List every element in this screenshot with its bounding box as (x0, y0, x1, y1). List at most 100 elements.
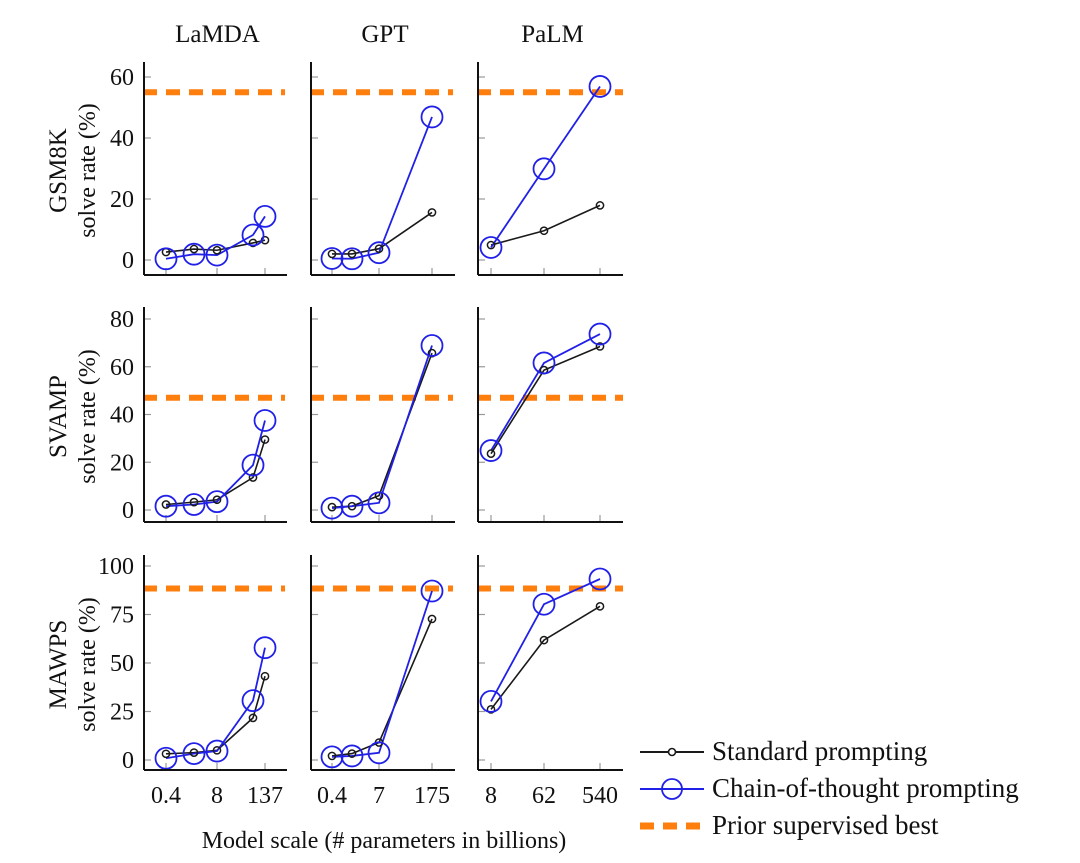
standard-series-line (331, 352, 433, 508)
cot-series-line (331, 116, 433, 260)
row-label-gsm8k: GSM8K (45, 128, 72, 213)
cot-point (588, 322, 612, 346)
y-tick-label: 20 (110, 187, 134, 213)
standard-point (327, 751, 337, 761)
standard-point (212, 495, 222, 505)
cot-point (340, 494, 364, 518)
x-tick-label: 7 (373, 783, 385, 809)
cot-line-marker-icon (640, 777, 704, 800)
cot-point (253, 409, 277, 432)
cot-point (205, 243, 229, 267)
y-tick-label: 60 (110, 355, 134, 381)
standard-point (595, 201, 605, 210)
cot-point (182, 742, 206, 765)
y-tick-label: 0 (122, 498, 134, 524)
standard-series-line (490, 204, 601, 246)
panel-gsm8k-gpt (310, 62, 455, 276)
legend: Standard prompting Chain-of-thought prom… (640, 733, 1019, 844)
y-tick-label: 40 (110, 126, 134, 152)
standard-point (189, 748, 199, 757)
cot-point (340, 744, 364, 768)
legend-label: Chain-of-thought prompting (712, 773, 1019, 803)
cot-series-line (331, 345, 433, 509)
cot-point (182, 493, 206, 516)
cot-point (588, 567, 612, 591)
y-tick-label: 0 (122, 248, 134, 274)
x-tick-label: 8 (485, 783, 497, 809)
cot-point (320, 247, 344, 270)
cot-point (205, 490, 229, 514)
standard-point (161, 749, 171, 759)
cot-point (340, 247, 364, 271)
panel-mawps-gpt: 0.4 7 175 (310, 555, 455, 809)
cot-point (320, 745, 344, 769)
standard-point (248, 713, 258, 723)
standard-series-line (490, 605, 601, 710)
cot-point (154, 494, 178, 518)
standard-point (427, 614, 437, 624)
standard-point (539, 226, 549, 236)
legend-label: Standard prompting (712, 736, 928, 766)
panel-gsm8k-lamda (143, 62, 287, 276)
legend-label: Prior supervised best (712, 810, 939, 840)
panel-mawps-lamda: 0.4 8 137 (143, 555, 287, 809)
standard-point (347, 501, 357, 511)
cot-point (588, 75, 612, 98)
row-label-svamp: SVAMP (45, 375, 72, 458)
standard-point (212, 745, 222, 755)
dashed-line-icon (640, 822, 704, 829)
y-tick-label: 75 (110, 603, 134, 629)
cot-point (205, 739, 229, 763)
standard-point (327, 249, 337, 259)
cot-series-line (331, 590, 433, 758)
standard-point (486, 705, 496, 714)
panel-svamp-gpt (310, 307, 455, 523)
cot-point (420, 334, 444, 357)
standard-series-line (165, 439, 266, 506)
x-tick-label: 137 (247, 783, 283, 809)
cot-point (532, 592, 556, 616)
x-tick-label: 540 (582, 783, 618, 809)
x-tick-label: 8 (211, 783, 223, 809)
cot-series-line (490, 85, 601, 248)
y-tick-label: 80 (110, 307, 134, 333)
cot-series-line (165, 647, 266, 760)
x-tick-label: 0.4 (151, 783, 181, 809)
standard-point (260, 671, 270, 681)
cot-point (253, 636, 277, 660)
cot-point (367, 741, 391, 765)
y-tick-label: 20 (110, 450, 134, 476)
cot-series-line (165, 215, 266, 260)
cot-point (420, 105, 444, 129)
column-title-lamda: LaMDA (175, 21, 260, 48)
cot-point (479, 439, 503, 462)
panel-mawps-palm: 8 62 540 (477, 555, 623, 809)
legend-item-cot: Chain-of-thought prompting (640, 770, 1019, 807)
cot-point (367, 491, 391, 515)
standard-point (486, 240, 496, 250)
legend-item-prior-best: Prior supervised best (640, 807, 1019, 844)
y-axis-label: solve rate (%) (75, 597, 101, 732)
standard-point (486, 449, 496, 459)
y-axis-label: solve rate (%) (75, 103, 101, 238)
legend-item-standard: Standard prompting (640, 733, 1019, 770)
standard-line-marker-icon (640, 747, 704, 756)
standard-point (260, 435, 270, 444)
cot-point (532, 351, 556, 375)
x-tick-label: 175 (414, 783, 450, 809)
standard-point (248, 473, 258, 482)
cot-series-line (490, 578, 601, 702)
y-tick-label: 100 (98, 554, 134, 580)
standard-point (327, 502, 337, 512)
cot-series-line (165, 420, 266, 508)
standard-point (347, 749, 357, 758)
y-axis-label: solve rate (%) (75, 349, 101, 484)
cot-point (253, 204, 277, 228)
standard-point (161, 500, 171, 509)
x-axis-title: Model scale (# parameters in billions) (202, 828, 567, 854)
panel-gsm8k-palm (477, 62, 623, 276)
cot-point (479, 236, 503, 259)
standard-series-line (490, 345, 601, 455)
standard-point (595, 342, 605, 351)
